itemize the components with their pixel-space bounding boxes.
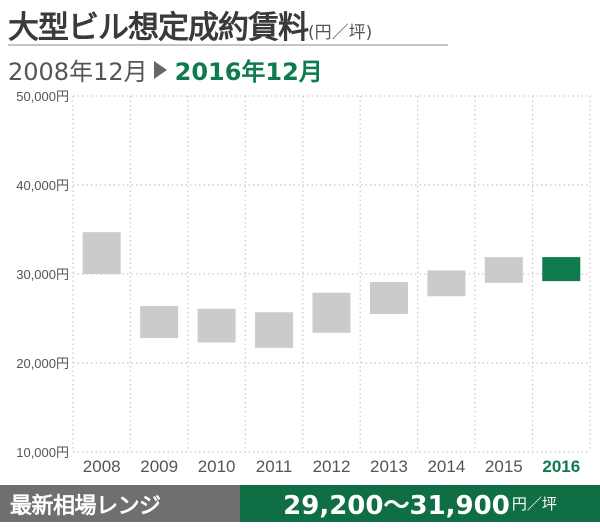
x-tick-label: 2013 xyxy=(370,457,408,476)
range-bar-2011 xyxy=(255,312,294,348)
x-tick-label: 2008 xyxy=(83,457,121,476)
period-start: 2008年12月 xyxy=(8,58,148,86)
x-tick-label: 2016 xyxy=(542,457,580,476)
period-range: 2008年12月 2016年12月 xyxy=(8,52,323,87)
y-tick-label: 50,000円 xyxy=(16,89,69,104)
x-tick-label: 2014 xyxy=(427,457,465,476)
y-tick-label: 30,000円 xyxy=(16,267,69,282)
range-bar-2010 xyxy=(197,308,236,343)
x-tick-label: 2010 xyxy=(198,457,236,476)
title-underline xyxy=(8,44,448,46)
range-bar-2013 xyxy=(369,282,408,315)
x-tick-label: 2015 xyxy=(485,457,523,476)
range-bar-2016 xyxy=(542,257,581,282)
triangle-right-icon xyxy=(153,60,167,79)
y-tick-label: 40,000円 xyxy=(16,178,69,193)
x-tick-label: 2012 xyxy=(313,457,351,476)
x-tick-label: 2011 xyxy=(256,457,293,476)
range-bar-2008 xyxy=(82,232,121,274)
latest-range-label: 最新相場レンジ xyxy=(0,485,240,522)
title-unit: (円／坪) xyxy=(308,23,373,43)
range-bar-2014 xyxy=(427,270,466,297)
rent-range-chart: 10,000円 20,000円 30,000円 40,000円 50,000円 2008 2… xyxy=(16,89,591,476)
latest-range-value-box: 29,200〜31,900 円／坪 xyxy=(240,485,600,522)
chart-title: 大型ビル想定成約賃料(円／坪) xyxy=(8,2,372,47)
latest-range-unit: 円／坪 xyxy=(511,495,557,513)
range-bar-2009 xyxy=(140,306,179,339)
latest-range-value: 29,200〜31,900 xyxy=(283,491,510,521)
range-bar-2012 xyxy=(312,292,351,333)
latest-range-banner: 最新相場レンジ 29,200〜31,900 円／坪 xyxy=(0,485,600,522)
period-end: 2016年12月 xyxy=(174,58,323,86)
range-bar-2015 xyxy=(484,257,523,283)
y-tick-label: 10,000円 xyxy=(16,445,69,460)
x-tick-label: 2009 xyxy=(140,457,178,476)
y-tick-label: 20,000円 xyxy=(16,356,69,371)
title-text: 大型ビル想定成約賃料 xyxy=(8,10,309,46)
